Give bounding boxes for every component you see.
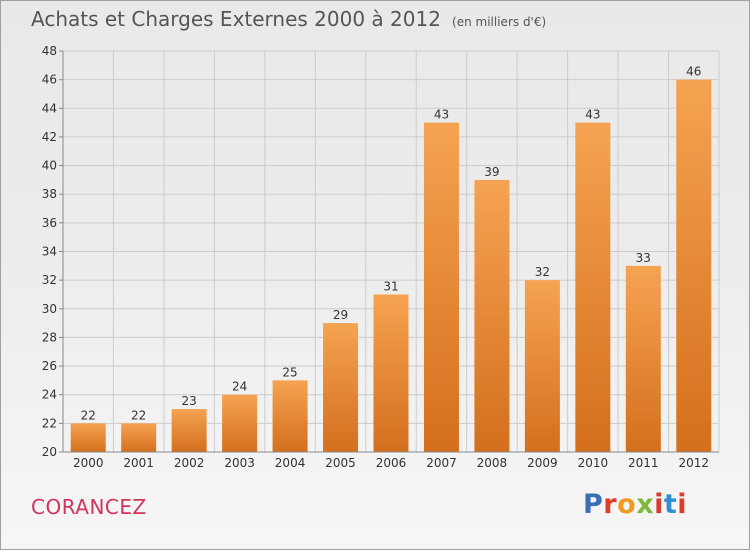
- bar-2008: [474, 179, 510, 452]
- chart-title: Achats et Charges Externes 2000 à 2012: [31, 7, 441, 31]
- x-tick-label: 2006: [376, 456, 407, 470]
- bar-2000: [70, 423, 106, 452]
- proxiti-logo: Proxiti: [583, 489, 687, 520]
- x-tick-label: 2004: [275, 456, 306, 470]
- data-label-2001: 22: [131, 408, 146, 422]
- bar-2010: [575, 122, 611, 452]
- x-tick-label: 2009: [527, 456, 558, 470]
- data-label-2003: 24: [232, 380, 247, 394]
- logo-letter: i: [654, 489, 664, 520]
- y-tick-label: 38: [42, 187, 57, 201]
- bar-2004: [272, 380, 308, 452]
- logo-letter: o: [617, 489, 637, 520]
- logo-letter: r: [603, 489, 618, 520]
- bar-2005: [323, 323, 359, 452]
- bar-2007: [423, 122, 459, 452]
- y-tick-label: 26: [42, 359, 57, 373]
- y-tick-label: 34: [42, 245, 57, 259]
- chart-subtitle: (en milliers d'€): [452, 15, 547, 29]
- data-label-2006: 31: [383, 279, 398, 293]
- y-tick-label: 40: [42, 159, 57, 173]
- y-tick-label: 22: [42, 416, 57, 430]
- bar-2009: [524, 280, 560, 452]
- data-label-2011: 33: [636, 251, 651, 265]
- y-tick-label: 44: [42, 101, 57, 115]
- y-tick-label: 36: [42, 216, 57, 230]
- y-tick-label: 32: [42, 273, 57, 287]
- data-label-2002: 23: [182, 394, 197, 408]
- x-tick-label: 2008: [477, 456, 508, 470]
- logo-letter: t: [663, 489, 678, 520]
- y-tick-label: 48: [42, 44, 57, 58]
- x-tick-label: 2001: [123, 456, 154, 470]
- bar-2003: [222, 394, 258, 452]
- x-tick-label: 2007: [426, 456, 457, 470]
- logo-letter: x: [636, 489, 655, 520]
- y-tick-label: 42: [42, 130, 57, 144]
- x-tick-label: 2011: [628, 456, 659, 470]
- y-tick-label: 28: [42, 330, 57, 344]
- bars: 22 22 23 24 25 29 31 43 39 32 43 33 46: [70, 65, 712, 453]
- logo-letter: i: [677, 489, 688, 520]
- data-label-2010: 43: [585, 108, 600, 122]
- y-tick-label: 30: [42, 302, 57, 316]
- bar-2006: [373, 294, 409, 452]
- data-label-2000: 22: [81, 408, 96, 422]
- logo-letter: P: [583, 489, 604, 520]
- x-tick-label: 2005: [325, 456, 356, 470]
- data-label-2012: 46: [686, 65, 701, 79]
- x-tick-label: 2002: [174, 456, 205, 470]
- chart-title-block: Achats et Charges Externes 2000 à 2012 (…: [31, 7, 546, 31]
- x-tick-label: 2010: [578, 456, 609, 470]
- y-tick-label: 46: [42, 73, 57, 87]
- bar-2002: [171, 409, 207, 452]
- x-tick-label: 2003: [224, 456, 255, 470]
- x-tick-label: 2000: [73, 456, 104, 470]
- data-label-2005: 29: [333, 308, 348, 322]
- data-label-2008: 39: [484, 165, 499, 179]
- x-tick-label: 2012: [678, 456, 709, 470]
- commune-name: CORANCEZ: [31, 495, 147, 519]
- bar-2001: [121, 423, 157, 452]
- data-label-2004: 25: [282, 365, 297, 379]
- data-label-2007: 43: [434, 108, 449, 122]
- axes: 20 22 24 26 28 30 32 34 36 38 40 42 44 46 48 2000 2001 20…: [42, 44, 719, 470]
- y-tick-label: 20: [42, 445, 57, 459]
- bar-2012: [676, 79, 712, 453]
- bar-2011: [625, 265, 661, 452]
- data-label-2009: 32: [535, 265, 550, 279]
- y-tick-label: 24: [42, 388, 57, 402]
